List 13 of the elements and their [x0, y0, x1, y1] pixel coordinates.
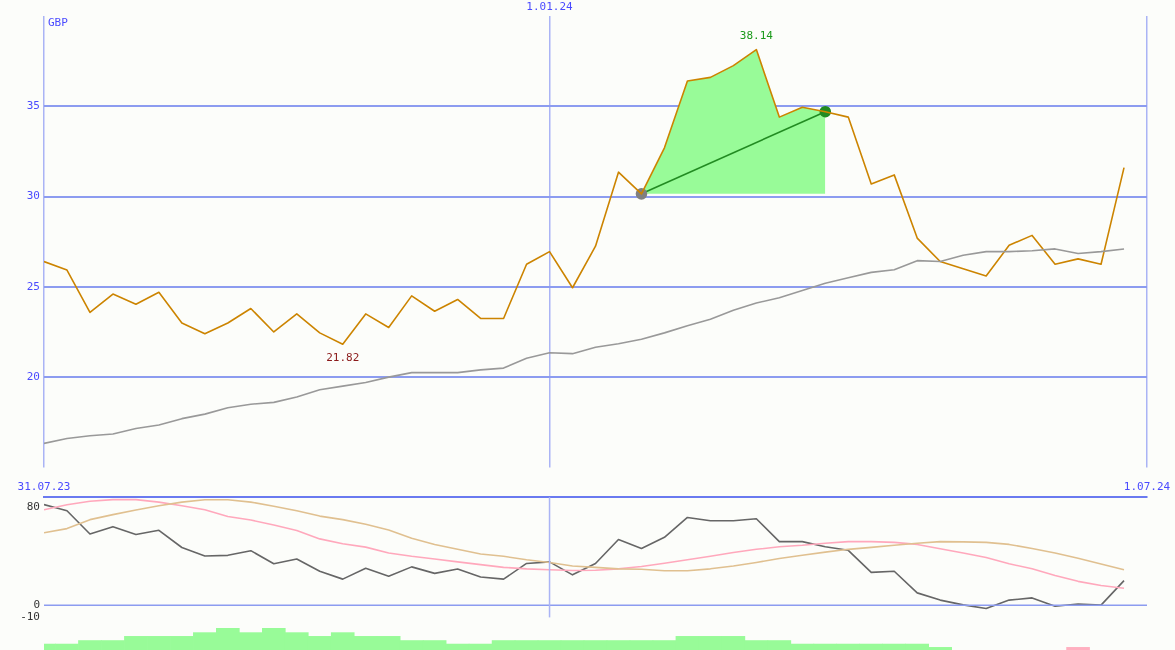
- x-tick-label: 31.07.23: [17, 480, 71, 494]
- y-tick-label: 25: [26, 279, 40, 293]
- y-axis-title: GBP: [48, 16, 69, 30]
- annotation: 21.82: [326, 350, 360, 364]
- annotation: 38.14: [739, 28, 774, 42]
- y-tick-label: 35: [26, 99, 40, 113]
- y-tick-label: 20: [26, 369, 40, 383]
- y-tick-label: 80: [26, 499, 40, 513]
- y-tick-label: 30: [26, 189, 40, 203]
- y-tick-label: -10: [20, 610, 40, 624]
- y-tick-label: 0: [33, 597, 40, 611]
- x-tick-label: 1.07.24: [1123, 480, 1171, 494]
- annotation: 1.01.24: [526, 0, 574, 14]
